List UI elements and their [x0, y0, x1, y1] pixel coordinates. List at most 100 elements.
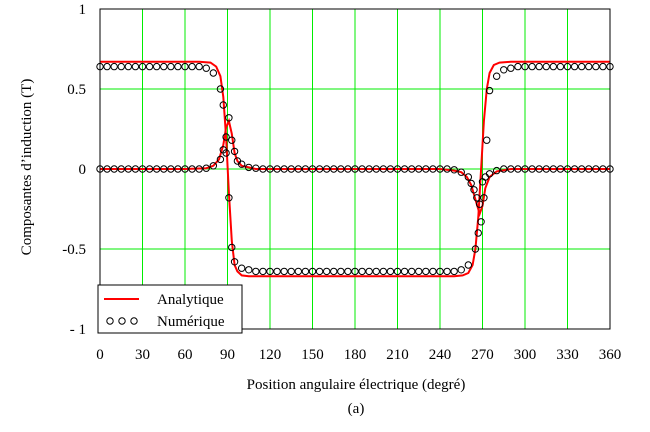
- data-point-numerique: [138, 165, 147, 173]
- data-point-numerique: [188, 62, 196, 71]
- x-tick-label: 270: [471, 347, 494, 363]
- legend-swatch-numerique: [106, 317, 138, 325]
- data-point-numerique: [124, 62, 133, 71]
- data-point-numerique: [344, 267, 352, 276]
- data-point-numerique: [273, 165, 281, 173]
- data-point-numerique: [110, 62, 118, 71]
- data-point-numerique: [358, 267, 366, 276]
- x-tick-label: 300: [514, 347, 537, 363]
- data-point-numerique: [485, 170, 494, 178]
- data-point-numerique: [592, 165, 600, 173]
- data-point-numerique: [259, 165, 267, 173]
- data-point-numerique: [103, 62, 111, 71]
- data-point-numerique: [222, 133, 230, 141]
- data-point-numerique: [259, 267, 267, 276]
- data-point-numerique: [467, 179, 475, 188]
- data-point-numerique: [209, 162, 218, 170]
- data-point-numerique: [577, 165, 586, 173]
- data-point-numerique: [245, 266, 253, 274]
- data-point-numerique: [195, 62, 203, 71]
- data-point-numerique: [585, 165, 593, 173]
- x-tick-label: 0: [96, 347, 104, 363]
- data-point-numerique: [471, 245, 480, 253]
- data-point-numerique: [287, 267, 295, 276]
- data-point-numerique: [563, 165, 572, 173]
- data-point-numerique: [117, 165, 125, 173]
- y-tick-label: - 1: [70, 322, 86, 338]
- data-point-numerique: [535, 62, 543, 71]
- plot-frame: [99, 8, 611, 330]
- data-point-numerique: [464, 261, 473, 269]
- data-point-numerique: [379, 165, 388, 173]
- data-point-numerique: [237, 264, 246, 272]
- data-point-numerique: [351, 165, 359, 173]
- data-point-numerique: [216, 85, 225, 93]
- data-point-numerique: [330, 165, 338, 173]
- data-point-numerique: [393, 267, 402, 276]
- data-point-numerique: [528, 165, 536, 173]
- data-point-numerique: [542, 165, 550, 173]
- x-tick-label: 360: [599, 347, 622, 363]
- data-point-numerique: [415, 165, 423, 173]
- data-point-numerique: [195, 165, 203, 173]
- x-tick-labels: 0 30 60 90 120 150 180 210 240 270 300 330 360: [96, 347, 621, 363]
- data-point-numerique: [585, 62, 593, 71]
- data-point-numerique: [228, 136, 236, 144]
- series-line-analytique: [100, 117, 610, 218]
- data-point-numerique: [507, 165, 515, 173]
- data-point-numerique: [485, 86, 494, 95]
- x-tick-label: 180: [344, 347, 367, 363]
- legend-label-analytique: Analytique: [157, 292, 224, 308]
- x-tick-label: 30: [135, 347, 150, 363]
- data-point-numerique: [492, 166, 501, 175]
- data-point-numerique: [570, 165, 579, 173]
- data-point-numerique: [481, 173, 490, 181]
- y-tick-label: 1: [79, 2, 87, 18]
- legend-marker-numerique: [130, 317, 138, 325]
- data-point-numerique: [514, 165, 522, 173]
- data-point-numerique: [110, 165, 118, 173]
- data-point-numerique: [577, 62, 586, 71]
- data-point-numerique: [209, 69, 218, 77]
- data-point-numerique: [521, 165, 529, 173]
- data-point-numerique: [181, 165, 189, 173]
- data-point-numerique: [475, 200, 484, 208]
- data-point-numerique: [308, 267, 317, 276]
- data-point-numerique: [480, 194, 488, 202]
- data-point-numerique: [556, 62, 565, 71]
- data-point-numerique: [245, 163, 253, 172]
- x-axis-label: Position angulaire électrique (degré): [247, 377, 466, 393]
- data-point-numerique: [202, 64, 210, 72]
- figure-caption: (a): [348, 401, 365, 417]
- data-point-numerique: [422, 165, 430, 173]
- data-point-numerique: [308, 165, 317, 173]
- data-point-numerique: [443, 267, 451, 276]
- data-point-numerique: [393, 165, 402, 173]
- data-point-numerique: [570, 62, 579, 71]
- data-point-numerique: [365, 267, 373, 276]
- data-point-numerique: [237, 160, 246, 168]
- data-point-numerique: [372, 267, 380, 276]
- data-point-numerique: [457, 266, 465, 274]
- data-point-numerique: [599, 165, 607, 173]
- y-axis-label: Composantes d’induction (T): [19, 79, 35, 256]
- data-point-numerique: [124, 165, 133, 173]
- x-tick-label: 330: [556, 347, 579, 363]
- data-point-numerique: [436, 267, 444, 276]
- data-point-numerique: [422, 267, 430, 276]
- data-point-numerique: [592, 62, 600, 71]
- data-point-numerique: [287, 165, 295, 173]
- data-point-numerique: [407, 165, 416, 173]
- data-point-numerique: [470, 186, 478, 194]
- data-point-numerique: [202, 164, 210, 172]
- data-point-numerique: [542, 62, 550, 71]
- data-point-numerique: [131, 62, 140, 71]
- data-point-numerique: [315, 267, 324, 276]
- x-tick-label: 210: [386, 347, 409, 363]
- data-point-numerique: [436, 165, 444, 173]
- data-point-numerique: [563, 62, 572, 71]
- legend-label-numerique: Numérique: [157, 314, 225, 330]
- data-point-numerique: [103, 165, 111, 173]
- data-point-numerique: [483, 136, 491, 144]
- data-point-numerique: [330, 267, 338, 276]
